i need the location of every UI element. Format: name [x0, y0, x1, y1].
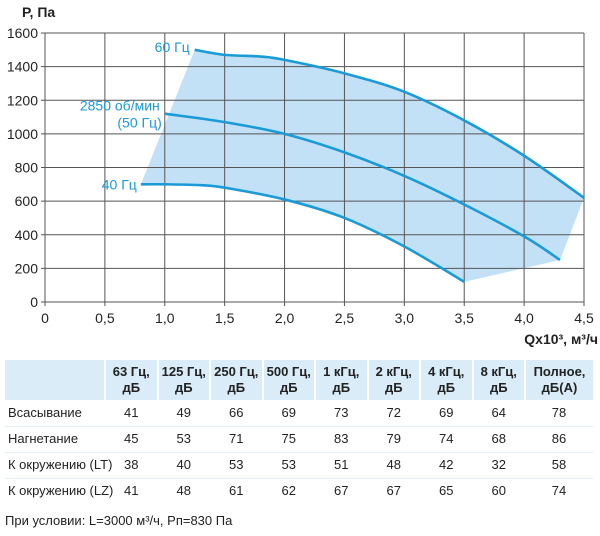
cell-value: 66 — [229, 404, 244, 420]
cell-value: 53 — [210, 451, 263, 478]
cell-value: 40 — [157, 451, 210, 478]
series-label-60hz: 60 Гц — [155, 39, 190, 55]
cell-value: 67 — [367, 477, 420, 504]
x-tick-label: 0 — [41, 310, 49, 326]
series-label-50hz: (50 Гц) — [117, 115, 161, 131]
row-label: К окружению (LZ) — [5, 477, 113, 504]
x-tick-label: 0,5 — [95, 310, 115, 326]
x-axis-label: Qx10³, м³/ч — [524, 331, 598, 347]
x-tick-label: 2,5 — [335, 310, 355, 326]
row-label: Нагнетание — [5, 425, 105, 452]
column-header: 8 кГц,|дБ — [471, 360, 525, 400]
cell-value: 72 — [386, 404, 401, 420]
cell-value: 61 — [210, 477, 263, 504]
y-tick-label: 1200 — [7, 92, 38, 108]
table-row: К окружению (LZ) 41 48 61 62 67 67 65 60 74 — [5, 477, 593, 504]
cell-value: 69 — [439, 404, 454, 420]
x-tick-label: 1,5 — [215, 310, 235, 326]
cell-value: 69 — [281, 404, 296, 420]
column-header: 2 кГц,|дБ — [366, 360, 420, 400]
y-tick-label: 800 — [15, 160, 39, 176]
cell-value: 51 — [315, 451, 368, 478]
table-row: К окружению (LT) 38 40 53 53 51 48 42 32 58 — [5, 451, 593, 478]
cell-value: 32 — [472, 451, 525, 478]
y-axis-label: P, Па — [22, 4, 55, 20]
column-header: 4 кГц,|дБ — [419, 360, 473, 400]
pressure-flow-chart: 0 0,5 1,0 1,5 2,0 2,5 3,0 3,5 4,0 4,5 0 200 400 600 80… — [7, 4, 598, 347]
x-tick-label: 2,0 — [275, 310, 295, 326]
y-tick-label: 1400 — [7, 59, 38, 75]
y-tick-label: 0 — [30, 294, 38, 310]
column-header: 125 Гц,|дБ — [156, 360, 210, 400]
conditions-note: При условии: L=3000 м³/ч, Рп=830 Па — [5, 513, 233, 528]
operating-area — [140, 49, 585, 282]
y-tick-label: 1000 — [7, 126, 38, 142]
column-header: 63 Гц,|дБ — [104, 360, 158, 400]
cell-value: 45 — [105, 425, 158, 452]
column-header: 500 Гц,|дБ — [261, 360, 315, 400]
table-row: Нагнетание 45 53 71 75 83 79 74 68 86 — [5, 425, 593, 452]
cell-value: 41 — [124, 404, 139, 420]
cell-value: 38 — [105, 451, 158, 478]
column-header: 250 Гц,|дБ — [209, 360, 263, 400]
cell-value: 41 — [105, 477, 158, 504]
cell-value: 73 — [334, 404, 349, 420]
row-label: Всасывание — [8, 404, 82, 420]
x-tick-label: 3,5 — [454, 310, 474, 326]
cell-value: 42 — [420, 451, 473, 478]
cell-value: 48 — [157, 477, 210, 504]
cell-value: 58 — [525, 451, 593, 478]
column-header: 1 кГц,|дБ — [314, 360, 368, 400]
cell-value: 65 — [420, 477, 473, 504]
cell-value: 64 — [491, 404, 506, 420]
cell-value: 86 — [525, 425, 593, 452]
y-tick-label: 600 — [15, 193, 39, 209]
series-line — [140, 182, 465, 283]
column-header: Полное,|дБ(А) — [524, 360, 593, 400]
series-label-40hz: 40 Гц — [102, 176, 137, 192]
cell-value: 71 — [210, 425, 263, 452]
cell-value: 62 — [262, 477, 315, 504]
series-line — [194, 48, 585, 199]
series-label-50hz-rpm: 2850 об/мин — [80, 98, 160, 114]
cell-value: 48 — [367, 451, 420, 478]
row-label: К окружению (LT) — [5, 451, 112, 478]
cell-value: 74 — [420, 425, 473, 452]
cell-value: 74 — [525, 477, 593, 504]
cell-value: 75 — [262, 425, 315, 452]
cell-value: 83 — [315, 425, 368, 452]
x-tick-label: 4,0 — [514, 310, 534, 326]
cell-value: 53 — [157, 425, 210, 452]
cell-value: 53 — [262, 451, 315, 478]
x-tick-label: 4,5 — [574, 310, 594, 326]
cell-value: 79 — [367, 425, 420, 452]
cell-value: 60 — [472, 477, 525, 504]
cell-value: 68 — [472, 425, 525, 452]
table-row: Всасывание 41 49 66 69 73 72 69 64 78 — [5, 400, 593, 426]
cell-value: 49 — [176, 404, 191, 420]
cell-value: 67 — [315, 477, 368, 504]
x-tick-label: 3,0 — [395, 310, 415, 326]
series-line — [164, 112, 561, 262]
cell-value: 78 — [551, 404, 567, 420]
y-tick-label: 400 — [15, 227, 39, 243]
column-header — [5, 360, 105, 400]
y-tick-label: 1600 — [7, 25, 38, 41]
y-tick-label: 200 — [15, 260, 39, 276]
x-tick-label: 1,0 — [155, 310, 175, 326]
